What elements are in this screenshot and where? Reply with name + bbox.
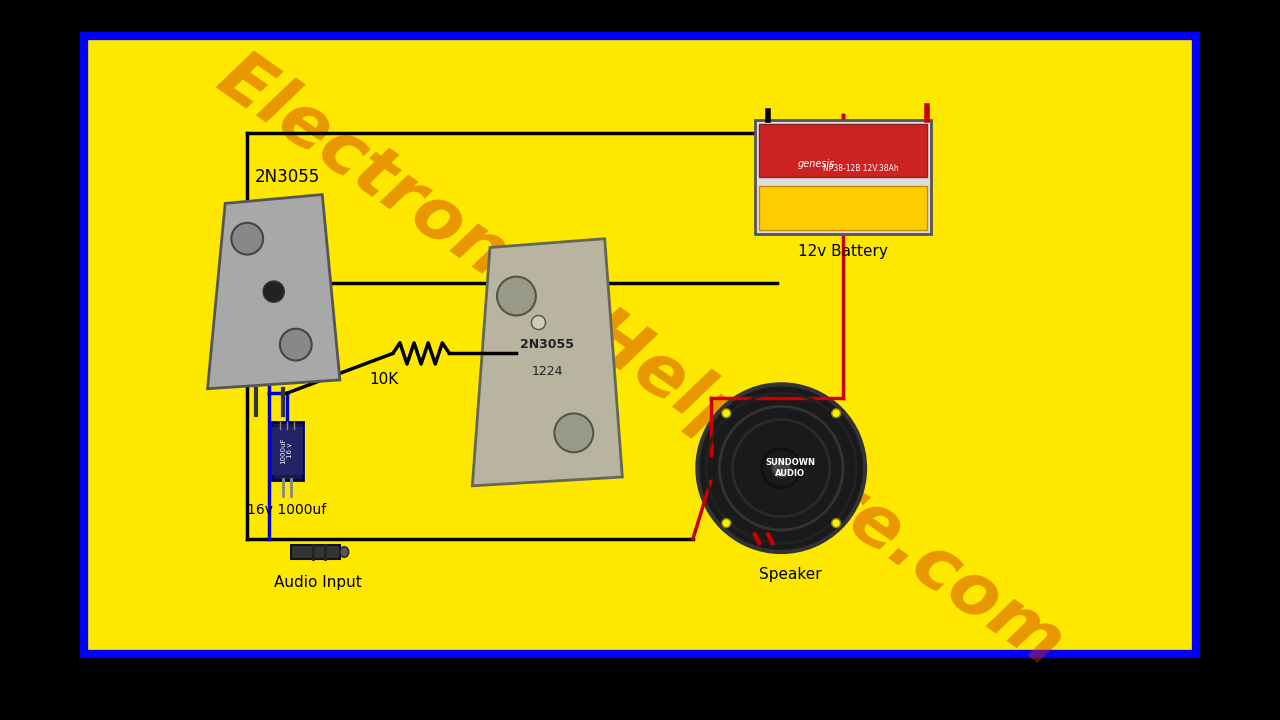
Text: 1000uF
16 v: 1000uF 16 v — [280, 437, 293, 464]
Circle shape — [232, 222, 264, 255]
Circle shape — [554, 413, 593, 452]
Text: ElectronicsHelpCare.com: ElectronicsHelpCare.com — [205, 42, 1075, 682]
Bar — [759, 124, 927, 177]
Text: 12v Battery: 12v Battery — [797, 244, 888, 259]
Circle shape — [774, 461, 788, 475]
Circle shape — [698, 384, 865, 552]
Circle shape — [280, 329, 311, 361]
Bar — [271, 427, 303, 475]
Text: 2N3055: 2N3055 — [255, 168, 320, 186]
Text: NP38-12B 12V.38Ah: NP38-12B 12V.38Ah — [823, 163, 899, 173]
Circle shape — [832, 409, 841, 418]
Text: Audio Input: Audio Input — [274, 575, 362, 590]
Circle shape — [531, 315, 545, 330]
Text: 1224: 1224 — [531, 364, 563, 377]
Bar — [759, 186, 927, 230]
Text: SUNDOWN
AUDIO: SUNDOWN AUDIO — [765, 459, 815, 478]
Bar — [271, 422, 303, 480]
Circle shape — [497, 276, 536, 315]
Bar — [292, 545, 340, 559]
Bar — [755, 120, 932, 234]
Ellipse shape — [340, 546, 348, 557]
Polygon shape — [472, 239, 622, 486]
Text: 10K: 10K — [370, 372, 398, 387]
Circle shape — [832, 518, 841, 528]
Circle shape — [264, 281, 284, 302]
Circle shape — [722, 409, 731, 418]
FancyBboxPatch shape — [84, 36, 1196, 654]
Circle shape — [722, 518, 731, 528]
Text: Speaker: Speaker — [759, 567, 822, 582]
Text: 16v 1000uf: 16v 1000uf — [247, 503, 326, 517]
Polygon shape — [207, 194, 340, 389]
Text: genesis: genesis — [797, 158, 836, 168]
Text: 2N3055: 2N3055 — [521, 338, 575, 351]
